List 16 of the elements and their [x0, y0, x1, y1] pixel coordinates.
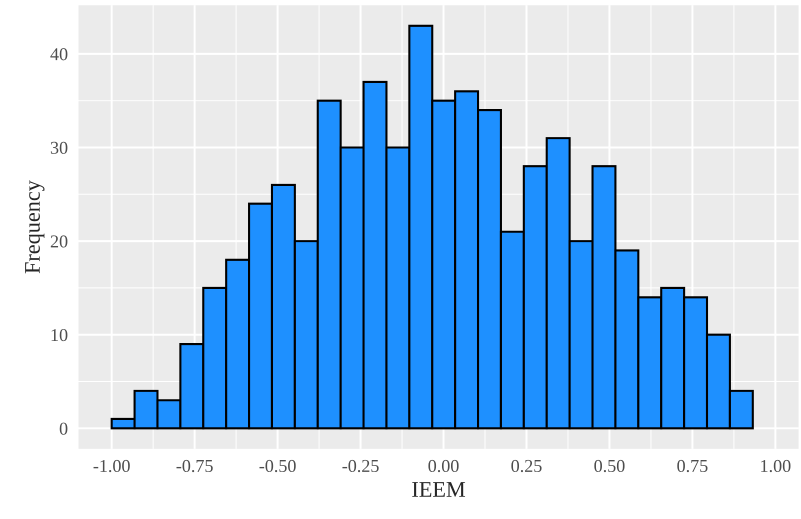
x-tick-label: 0.00: [428, 460, 459, 472]
y-tick-label: 20: [50, 235, 68, 248]
x-tick-label: 1.00: [761, 460, 790, 472]
x-axis-title: IEEM: [412, 482, 466, 497]
y-tick-label: 10: [52, 328, 68, 342]
y-tick-label: 0: [60, 422, 68, 435]
x-tick-label: -0.25: [342, 460, 379, 472]
x-tick-label: 0.50: [594, 460, 625, 472]
y-axis-title: Frequency: [25, 180, 44, 274]
x-tick-label: 0.75: [677, 460, 708, 472]
x-tick-label: -1.00: [94, 460, 130, 472]
x-tick-label: -0.75: [176, 460, 213, 472]
x-tick-label: -0.50: [259, 460, 296, 472]
y-tick-label: 40: [50, 48, 68, 60]
x-tick-label: 0.25: [511, 460, 542, 472]
y-tick-label: 30: [50, 142, 68, 154]
